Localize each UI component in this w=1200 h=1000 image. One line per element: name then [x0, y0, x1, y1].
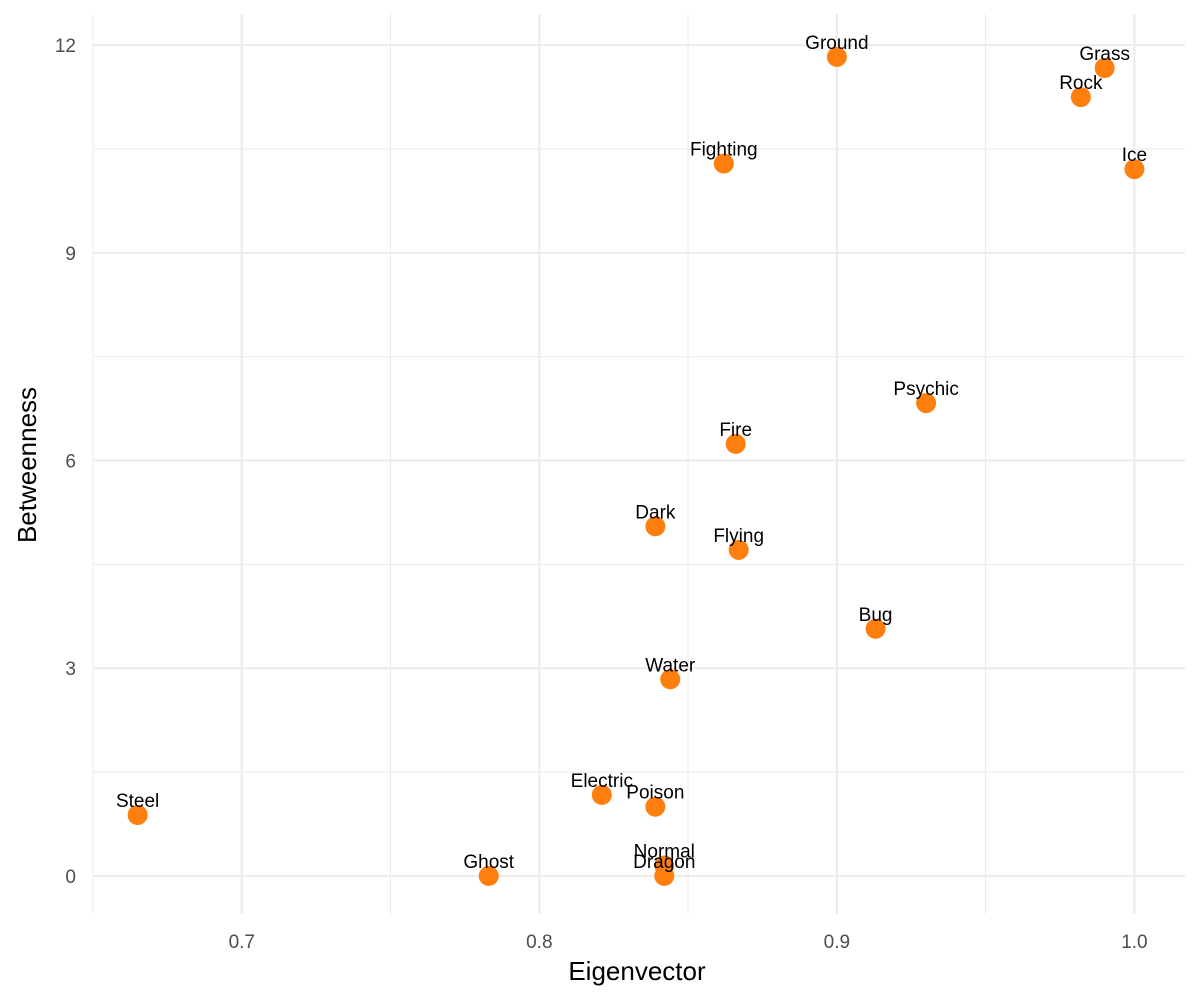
y-tick-label: 0	[65, 867, 76, 888]
data-point-fighting	[713, 153, 734, 174]
y-tick-label: 9	[65, 244, 76, 265]
data-point-rock	[1070, 87, 1091, 108]
data-point-grass	[1094, 58, 1115, 78]
point-label-normal: Normal	[634, 842, 695, 863]
data-point-ice	[1124, 159, 1145, 180]
data-point-steel	[127, 805, 148, 825]
x-tick-label: 0.8	[526, 932, 552, 953]
y-tick-label: 3	[65, 659, 76, 680]
data-point-electric	[591, 784, 612, 805]
point-label-ground: Ground	[805, 33, 868, 54]
point-label-fighting: Fighting	[690, 140, 758, 161]
point-label-bug: Bug	[859, 605, 893, 626]
x-tick-label: 0.9	[824, 932, 850, 953]
data-point-fire	[725, 433, 746, 454]
data-point-flying	[728, 539, 749, 560]
point-label-flying: Flying	[713, 526, 764, 547]
point-label-dark: Dark	[635, 502, 676, 523]
point-label-fire: Fire	[719, 420, 752, 441]
point-label-psychic: Psychic	[893, 379, 958, 400]
x-tick-label: 0.7	[229, 932, 255, 953]
point-label-steel: Steel	[116, 791, 159, 812]
data-point-dark	[645, 516, 666, 537]
x-tick-label: 1.0	[1121, 932, 1147, 953]
x-axis-ticks: 0.7 0.8 0.9 1.0	[229, 932, 1148, 953]
point-label-electric: Electric	[571, 771, 633, 792]
point-label-poison: Poison	[626, 783, 684, 804]
point-labels: Ground Grass Rock Fighting Ice Psychic Fire Dar…	[116, 33, 1147, 873]
x-axis-title: Eigenvector	[568, 956, 706, 986]
y-axis-ticks: 0 3 6 9 12	[55, 36, 76, 888]
data-point-bug	[865, 618, 886, 639]
data-point-water	[660, 669, 681, 690]
point-label-grass: Grass	[1079, 44, 1130, 65]
y-axis-title: Betweenness	[12, 387, 42, 543]
data-point-ghost	[478, 865, 499, 886]
point-label-water: Water	[645, 655, 696, 676]
data-point-ground	[826, 46, 847, 67]
data-point-dragon	[654, 865, 675, 886]
point-label-ice: Ice	[1122, 145, 1147, 166]
point-label-dragon: Dragon	[633, 852, 695, 873]
data-points	[127, 46, 1145, 886]
data-point-poison	[645, 796, 666, 817]
data-point-psychic	[916, 393, 937, 414]
point-label-rock: Rock	[1059, 73, 1103, 94]
point-label-ghost: Ghost	[463, 852, 514, 873]
y-tick-label: 6	[65, 452, 76, 473]
y-tick-label: 12	[55, 36, 76, 57]
